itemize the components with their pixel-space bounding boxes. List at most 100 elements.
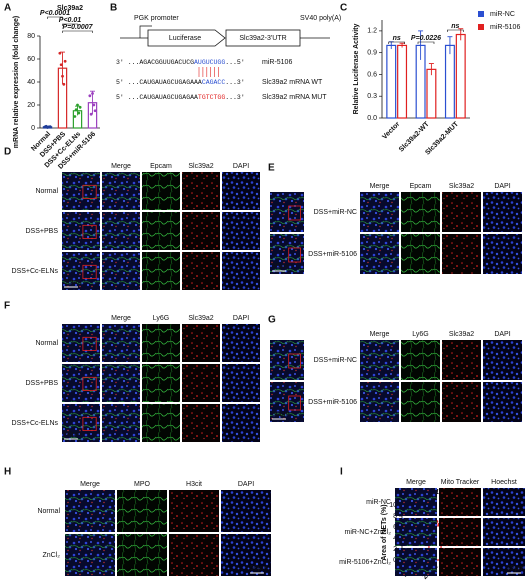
micrograph bbox=[142, 252, 180, 290]
micrograph-overview bbox=[62, 404, 100, 442]
micrograph bbox=[360, 340, 399, 380]
zoom-box bbox=[82, 264, 97, 279]
micrograph bbox=[395, 548, 437, 576]
micrograph bbox=[222, 212, 260, 250]
micrograph bbox=[360, 234, 399, 274]
panel-label: H bbox=[4, 467, 11, 478]
sequence-suffix: ...5' bbox=[225, 59, 245, 66]
row-label: DSS+Cc-ELNs bbox=[12, 420, 59, 427]
micrograph bbox=[102, 404, 140, 442]
y-tick-label: 60 bbox=[27, 56, 35, 63]
legend-label: miR-NC bbox=[490, 11, 515, 18]
micrograph bbox=[102, 212, 140, 250]
scale-bar-label: 50μm bbox=[250, 565, 268, 572]
micrograph bbox=[102, 324, 140, 362]
micrograph-overview bbox=[62, 172, 100, 210]
row-label: Normal bbox=[35, 340, 58, 347]
micrograph bbox=[102, 172, 140, 210]
micrograph bbox=[142, 212, 180, 250]
significance-label: P<0.0001 bbox=[40, 10, 70, 17]
sequence-label: Slc39a2 mRNA WT bbox=[262, 79, 323, 86]
scale-bar-label: 25μm bbox=[507, 565, 525, 572]
data-point bbox=[78, 105, 82, 109]
significance-bracket bbox=[447, 29, 464, 32]
column-header: Slc39a2 bbox=[449, 331, 474, 338]
micrograph bbox=[483, 382, 522, 422]
y-axis-label: Area of NETs (%) bbox=[381, 504, 388, 560]
micrograph bbox=[222, 252, 260, 290]
bar bbox=[397, 44, 408, 119]
zoom-box bbox=[82, 224, 97, 240]
micrograph bbox=[117, 490, 167, 532]
micrograph bbox=[442, 382, 481, 422]
micrograph bbox=[483, 340, 522, 380]
micrograph bbox=[439, 548, 481, 576]
column-header: Slc39a2 bbox=[188, 163, 213, 170]
row-label: DSS+miR-NC bbox=[314, 357, 357, 364]
y-tick-label: 8 bbox=[393, 513, 397, 520]
data-point bbox=[63, 59, 67, 63]
column-header: H3cit bbox=[186, 481, 202, 488]
scale-bar-label: 50μm bbox=[272, 263, 290, 270]
micrograph-overview bbox=[62, 364, 100, 402]
y-tick-label: 0.6 bbox=[367, 71, 377, 78]
bar bbox=[455, 33, 466, 119]
data-point bbox=[73, 115, 77, 118]
legend-swatch bbox=[478, 11, 484, 17]
column-header: Ly6G bbox=[153, 315, 169, 322]
sequence-suffix: ...3' bbox=[225, 94, 245, 101]
micrograph bbox=[169, 534, 219, 576]
micrograph bbox=[395, 518, 437, 546]
data-point bbox=[58, 51, 62, 55]
column-header: Slc39a2 bbox=[188, 315, 213, 322]
micrograph bbox=[442, 192, 481, 232]
data-point bbox=[88, 94, 92, 98]
column-header: DAPI bbox=[233, 315, 249, 322]
data-point bbox=[77, 111, 81, 115]
row-label: miR-NC+ZnCl₂ bbox=[345, 529, 392, 536]
reporter-label: Luciferase bbox=[169, 35, 201, 42]
micrograph bbox=[182, 324, 220, 362]
micrograph bbox=[401, 192, 440, 232]
micrograph bbox=[182, 252, 220, 290]
micrograph bbox=[169, 490, 219, 532]
micrograph bbox=[401, 234, 440, 274]
micrograph bbox=[102, 252, 140, 290]
y-tick-label: 0.9 bbox=[367, 50, 377, 57]
sequence-label: miR-5106 bbox=[262, 59, 292, 66]
micrograph bbox=[395, 488, 437, 516]
row-label: Normal bbox=[37, 508, 60, 515]
significance-bracket bbox=[62, 23, 78, 26]
micrograph bbox=[142, 364, 180, 402]
y-tick-label: 0 bbox=[31, 125, 35, 132]
data-point bbox=[61, 74, 64, 78]
micrograph bbox=[65, 534, 115, 576]
micrograph-overview bbox=[62, 252, 100, 290]
micrograph bbox=[483, 234, 522, 274]
micrograph bbox=[117, 534, 167, 576]
column-header: DAPI bbox=[494, 183, 510, 190]
micrograph bbox=[483, 488, 525, 516]
zoom-box bbox=[82, 184, 97, 200]
y-tick-label: 20 bbox=[27, 102, 35, 109]
row-label: DSS+miR-5106 bbox=[308, 399, 357, 406]
zoom-box bbox=[288, 247, 302, 263]
micrograph bbox=[483, 192, 522, 232]
utr-label: Slc39a2-3'UTR bbox=[239, 35, 286, 42]
panel-label: I bbox=[340, 467, 343, 478]
y-axis-label: Relative Luciferase Activity bbox=[353, 24, 360, 115]
y-tick-label: 40 bbox=[27, 79, 35, 86]
micrograph bbox=[401, 340, 440, 380]
row-label: DSS+PBS bbox=[26, 380, 59, 387]
sequence: 5' ...CAUGAUAGCUGAGAAACAGACC...3' bbox=[116, 79, 245, 86]
column-header: DAPI bbox=[238, 481, 254, 488]
column-header: Mito Tracker bbox=[441, 479, 480, 486]
bar bbox=[444, 44, 455, 119]
y-axis-label: mRNA relative expression (fold change) bbox=[13, 16, 20, 148]
column-header: Merge bbox=[406, 479, 426, 486]
legend-swatch bbox=[478, 24, 484, 30]
significance-bracket bbox=[47, 16, 63, 19]
zoom-box bbox=[82, 336, 97, 351]
promoter-arrow bbox=[139, 25, 152, 38]
